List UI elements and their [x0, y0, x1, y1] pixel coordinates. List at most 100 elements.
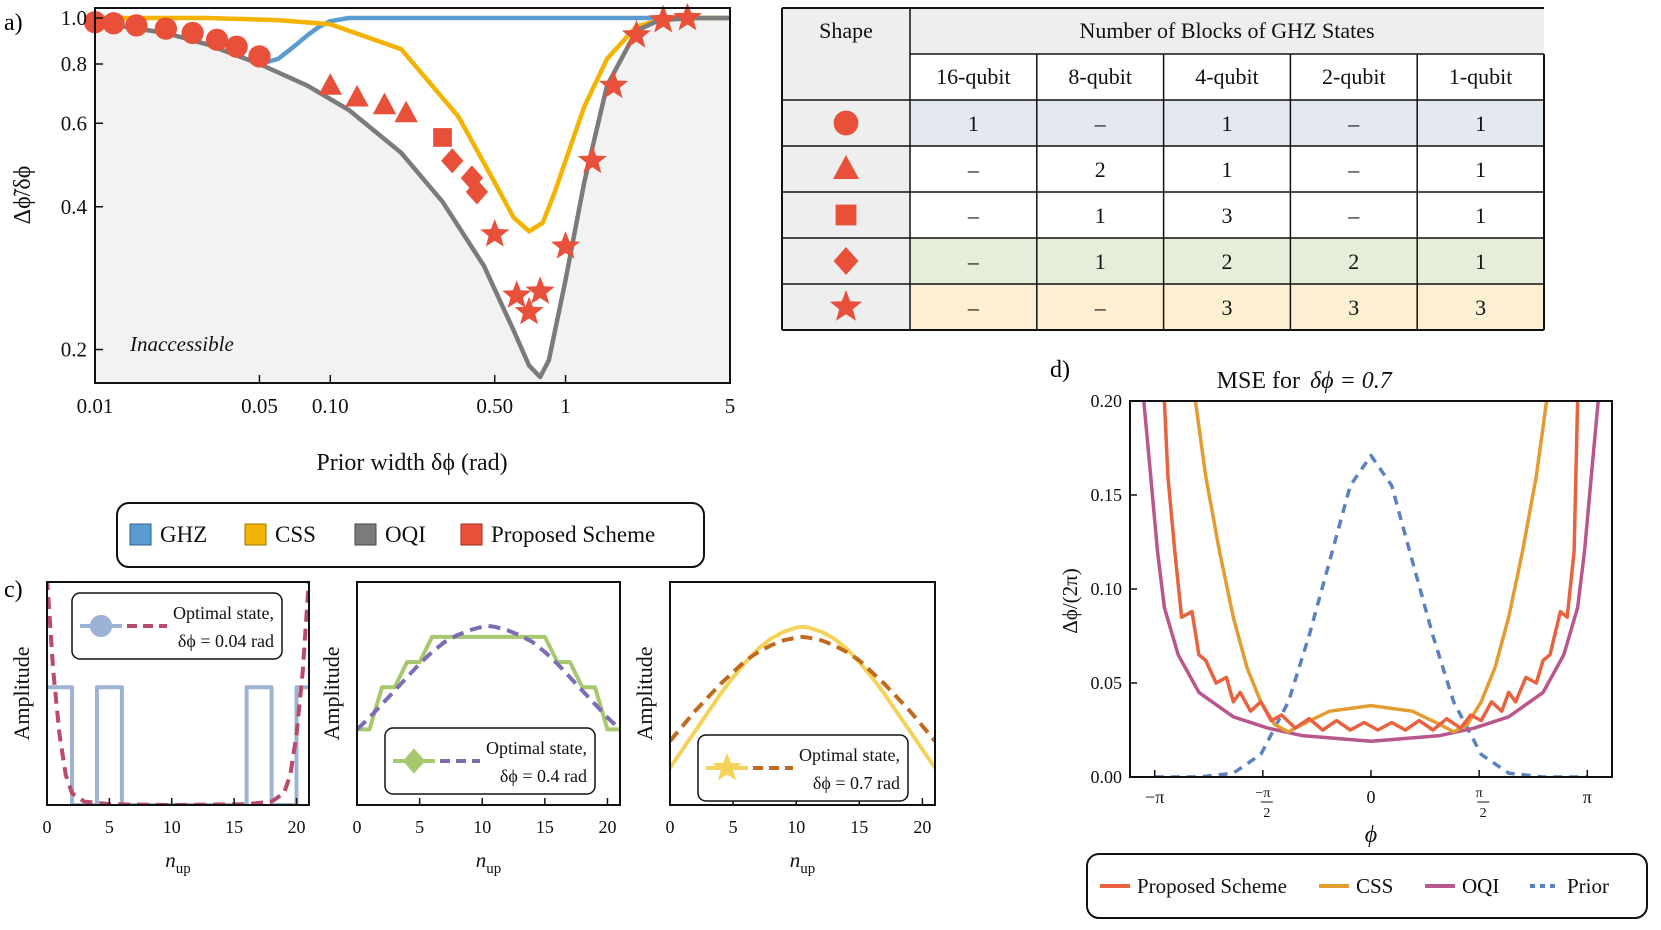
table-cell: 2 [1095, 157, 1106, 182]
table-cell: 1 [1475, 111, 1486, 136]
d-ytick-label: 0.00 [1091, 767, 1123, 787]
d-series-proposed-scheme [1162, 401, 1580, 732]
table-cell: 1 [1475, 249, 1486, 274]
proposed-marker-square [433, 128, 452, 147]
proposed-marker-circle [205, 28, 229, 51]
legend-oqi: OQI [385, 522, 426, 547]
xtick-label: 15 [536, 817, 554, 837]
proposed-marker-circle [181, 21, 204, 45]
d-ytick-label: 0.10 [1091, 579, 1123, 599]
table-cell: 2 [1222, 249, 1233, 274]
proposed-marker-star [599, 70, 629, 99]
table-row-bg [910, 100, 1544, 146]
xlabel-nup: nup [790, 848, 816, 877]
legend-ghz: GHZ [160, 522, 207, 547]
legend-marker-star [712, 752, 742, 781]
table-shape-square [835, 204, 857, 226]
proposed-marker-star [502, 280, 532, 308]
a-ytick-label: 0.8 [61, 52, 87, 76]
xtick-label: 20 [288, 817, 306, 837]
proposed-marker-circle [225, 35, 248, 58]
xtick-label: 5 [105, 817, 114, 837]
proposed-marker-diamond [441, 148, 464, 174]
xtick-label: 20 [913, 817, 931, 837]
a-xtick-label: 0.50 [476, 394, 513, 418]
legend-proposed: Proposed Scheme [491, 522, 655, 547]
a-ytick-label: 0.4 [61, 195, 88, 219]
d-xtick-label: −π [1255, 786, 1270, 801]
d-xlabel: ϕ [1365, 822, 1377, 848]
table-column-header: 16-qubit [936, 64, 1011, 89]
table-cell: – [967, 295, 980, 320]
a-xtick-label: 0.10 [312, 394, 349, 418]
table-cell: 3 [1222, 203, 1233, 228]
xtick-label: 15 [850, 817, 868, 837]
table-cell: – [1347, 111, 1360, 136]
d-series-css [1193, 401, 1549, 734]
proposed-marker-star [673, 2, 703, 31]
panel-d-chart: MSE for δϕ = 0.7 −π −π 2 0 π 2 π 0.00 0.05 0.10 0… [1058, 368, 1648, 919]
optimal-state-line [357, 624, 620, 731]
inaccessible-annotation: Inaccessible [129, 332, 234, 356]
table-cell: 1 [1095, 203, 1106, 228]
panel-label-c: c) [4, 577, 23, 603]
optimal-state-line [670, 634, 935, 743]
d-xtick-label-denominator: 2 [1263, 806, 1270, 821]
table-column-header: 2-qubit [1322, 64, 1386, 89]
panel-c2-chart: 0 5 10 15 20 nup Amplitude Optimal state, δϕ = 0… [319, 581, 621, 877]
d-xtick-label: −π [1145, 787, 1164, 807]
xtick-label: 0 [666, 817, 675, 837]
d-ytick-label: 0.20 [1091, 391, 1123, 411]
legend-line2: δϕ = 0.7 rad [813, 773, 900, 793]
proposed-state-line [670, 624, 935, 770]
plot-frame [46, 581, 310, 806]
table-cell: 1 [968, 111, 979, 136]
d-ytick-label: 0.15 [1091, 485, 1123, 505]
panel-c1-chart: 0 5 10 15 20 nup Amplitude Optimal state, δϕ = 0… [9, 581, 310, 877]
xtick-label: 5 [729, 817, 738, 837]
table-row-bg [910, 238, 1544, 284]
proposed-marker-circle [102, 12, 125, 35]
panel-label-a: a) [4, 10, 23, 36]
proposed-marker-triangle [345, 84, 369, 107]
table-row-bg [910, 284, 1544, 330]
table-cell: 1 [1222, 111, 1233, 136]
table-shape-triangle [833, 155, 859, 179]
table-cell: 1 [1222, 157, 1233, 182]
d-title-value: δϕ = 0.7 [1310, 368, 1393, 394]
proposed-marker-circle [154, 17, 177, 40]
a-xtick-label: 1 [560, 394, 571, 418]
legend-marker-circle [89, 614, 113, 638]
state-legend [71, 592, 283, 660]
legend-line1: Optimal state, [799, 745, 900, 765]
table-column-header: 4-qubit [1195, 64, 1259, 89]
legend-line1: Optimal state, [486, 738, 587, 758]
legend-d-css: CSS [1356, 874, 1393, 898]
optimal-state-line [47, 582, 309, 805]
ylabel-amplitude: Amplitude [632, 646, 657, 740]
xtick-label: 0 [43, 817, 52, 837]
proposed-state-line [357, 634, 620, 732]
legend-marker-diamond [402, 748, 426, 774]
table-cell: 1 [1475, 203, 1486, 228]
proposed-marker-star [621, 19, 651, 48]
d-ylabel: Δϕ/(2π) [1058, 568, 1082, 633]
panel-a-chart: 0.01 0.05 0.10 0.50 1 5 0.2 0.4 0.6 0.8 1.0 Inacc… [10, 2, 735, 568]
d-xtick-label: 0 [1367, 787, 1376, 807]
table-cell: – [1094, 111, 1107, 136]
table-group-header: Number of Blocks of GHZ States [1079, 18, 1374, 43]
d-xtick-label: π [1583, 787, 1592, 807]
panel-label-d: d) [1050, 357, 1070, 383]
state-legend [697, 734, 909, 802]
state-legend [384, 727, 596, 795]
a-legend: GHZ CSS OQI Proposed Scheme [116, 502, 705, 568]
legend-d-oqi: OQI [1462, 874, 1499, 898]
xtick-label: 15 [225, 817, 243, 837]
proposed-marker-circle [248, 45, 271, 68]
table-shape-circle [833, 110, 859, 136]
ylabel-amplitude: Amplitude [9, 646, 34, 740]
d-xtick-label-denominator: 2 [1480, 806, 1487, 821]
xlabel-nup: nup [165, 848, 191, 877]
legend-line1: Optimal state, [173, 603, 274, 623]
table-cell: – [1347, 203, 1360, 228]
